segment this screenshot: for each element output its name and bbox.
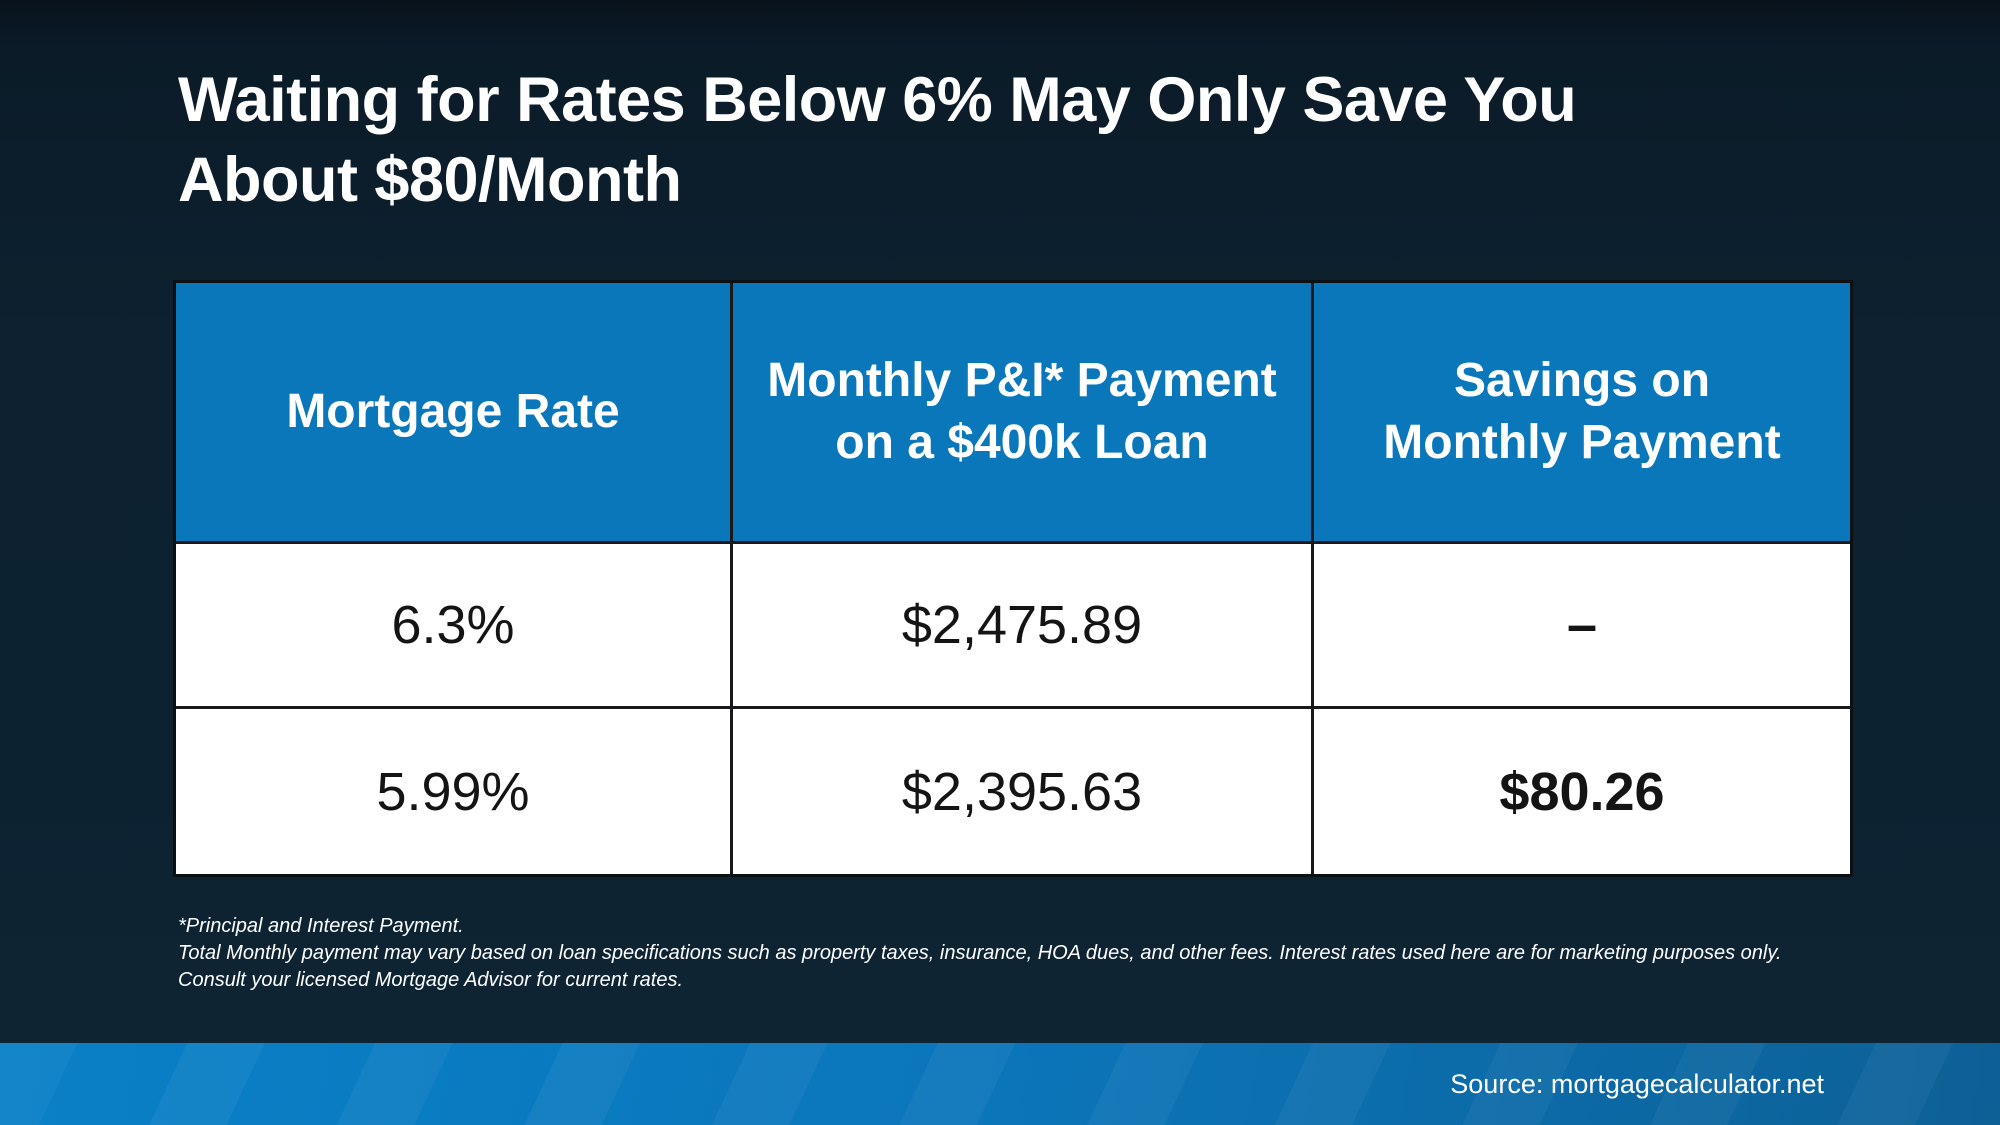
source-attribution: Source: mortgagecalculator.net bbox=[1450, 1068, 1824, 1099]
cell-savings-row1: – bbox=[1314, 544, 1850, 709]
column-header-savings: Savings on Monthly Payment bbox=[1314, 283, 1850, 544]
column-header-text: Mortgage Rate bbox=[286, 385, 620, 438]
cell-rate-row2: 5.99% bbox=[176, 709, 733, 874]
cell-payment-row1: $2,475.89 bbox=[733, 544, 1314, 709]
column-header-monthly-payment: Monthly P&I* Payment on a $400k Loan bbox=[733, 283, 1314, 544]
footnote: *Principal and Interest Payment. Total M… bbox=[178, 913, 1813, 994]
cell-rate-row1: 6.3% bbox=[176, 544, 733, 709]
footnote-disclaimer: Total Monthly payment may vary based on … bbox=[178, 942, 1782, 991]
mortgage-rates-table: Mortgage Rate Monthly P&I* Payment on a … bbox=[173, 280, 1853, 877]
cell-savings-row2: $80.26 bbox=[1314, 709, 1850, 874]
column-header-text: Monthly Payment bbox=[1383, 416, 1781, 469]
column-header-text: Monthly P&I* Payment bbox=[767, 354, 1277, 407]
footer-bar: Source: mortgagecalculator.net bbox=[0, 1043, 2000, 1125]
page-title-line1: Waiting for Rates Below 6% May Only Save… bbox=[178, 65, 1577, 135]
column-header-text: on a $400k Loan bbox=[835, 416, 1209, 469]
page-title-line2: About $80/Month bbox=[178, 145, 682, 215]
page-title: Waiting for Rates Below 6% May Only Save… bbox=[178, 60, 1798, 220]
footnote-asterisk-line: *Principal and Interest Payment. bbox=[178, 915, 464, 937]
column-header-mortgage-rate: Mortgage Rate bbox=[176, 283, 733, 544]
cell-payment-row2: $2,395.63 bbox=[733, 709, 1314, 874]
column-header-text: Savings on bbox=[1453, 354, 1711, 407]
